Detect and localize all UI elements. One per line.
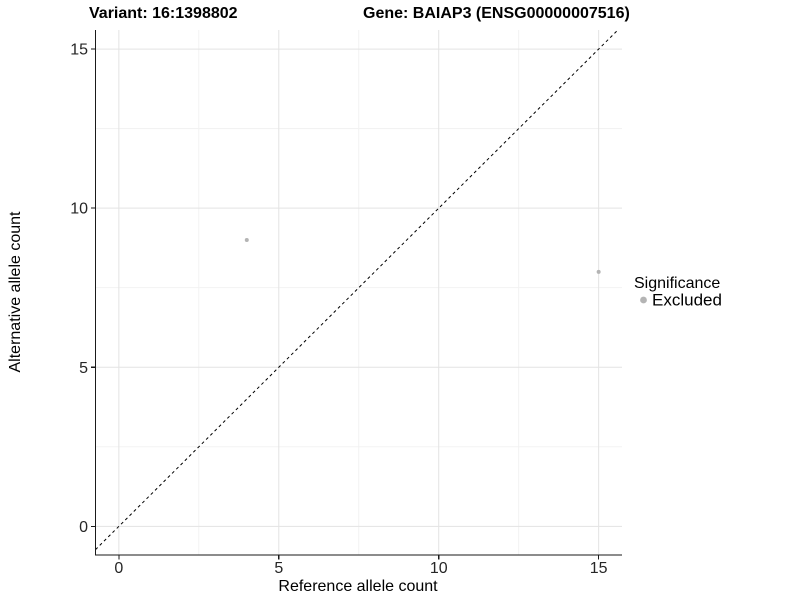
x-tick-label: 0 (114, 560, 123, 577)
data-points-layer (244, 238, 601, 274)
legend-title: Significance (634, 275, 720, 292)
y-tick-label: 15 (70, 42, 88, 59)
data-point (596, 269, 601, 274)
legend-item-label: Excluded (652, 291, 722, 310)
x-tick-label: 15 (590, 560, 608, 577)
identity-line-layer (95, 29, 619, 550)
gridlines-major (95, 30, 622, 555)
identity-line (95, 29, 619, 550)
y-tick-label: 0 (79, 519, 88, 536)
legend: Significance Excluded (634, 275, 722, 310)
x-tick-label: 5 (274, 560, 283, 577)
y-tick-label: 5 (79, 360, 88, 377)
y-axis-label: Alternative allele count (7, 211, 24, 373)
y-tick-label: 10 (70, 201, 88, 218)
x-tick-label: 10 (430, 560, 448, 577)
data-point (244, 238, 249, 242)
axes-layer: 0 5 10 15 0 5 10 15 (70, 30, 622, 577)
plot-title-gene: Gene: BAIAP3 (ENSG00000007516) (363, 5, 630, 22)
gridlines-minor (95, 30, 622, 555)
plot-title-variant: Variant: 16:1398802 (89, 5, 238, 22)
x-axis-label: Reference allele count (278, 578, 438, 595)
legend-key-dot (640, 296, 647, 304)
